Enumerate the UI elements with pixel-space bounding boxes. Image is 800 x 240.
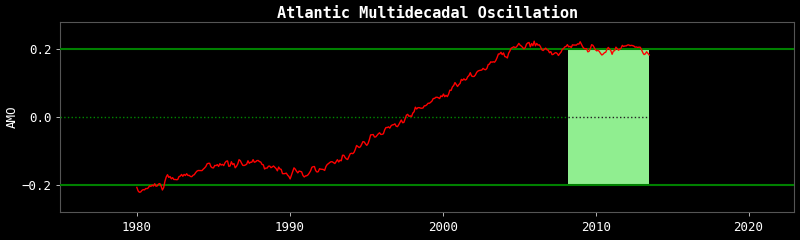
Bar	[568, 49, 649, 185]
Y-axis label: AMO: AMO	[6, 106, 18, 128]
Title: Atlantic Multidecadal Oscillation: Atlantic Multidecadal Oscillation	[277, 6, 578, 21]
